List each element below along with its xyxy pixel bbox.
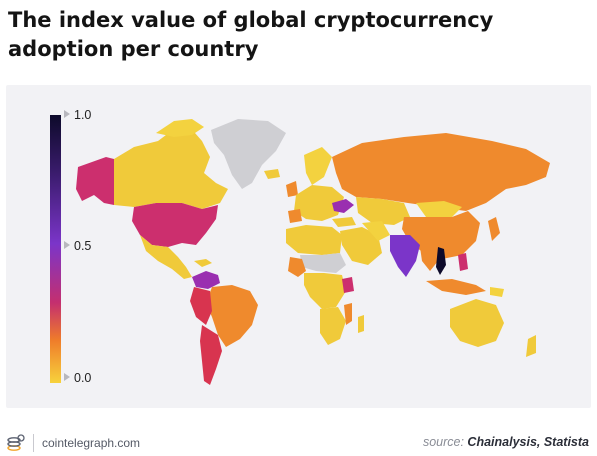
coin-stack-icon (7, 434, 25, 451)
country-thailand (420, 247, 438, 271)
footer-divider (33, 434, 34, 452)
country-japan (488, 217, 500, 241)
country-indonesia (426, 279, 486, 295)
color-legend: 1.0 0.5 0.0 (50, 108, 120, 388)
country-venezuela (192, 271, 220, 289)
country-philippines (458, 253, 468, 271)
country-ukraine (332, 199, 354, 213)
country-uk (286, 181, 298, 197)
country-iberia (288, 209, 302, 223)
country-north-africa (286, 225, 342, 255)
country-kazakhstan (356, 197, 410, 225)
country-mozambique (344, 303, 352, 325)
country-turkey (332, 217, 356, 227)
country-kenya (342, 277, 354, 293)
country-west-africa (288, 257, 306, 277)
chart-title: The index value of global cryptocurrency… (8, 8, 494, 61)
country-central-africa (304, 273, 346, 309)
source-credit: source: Chainalysis, Statista (423, 435, 589, 449)
country-southern-africa (320, 307, 346, 345)
legend-tick-label-min: 0.0 (74, 371, 92, 385)
country-canada (114, 125, 228, 209)
legend-tick-label-mid: 0.5 (74, 239, 92, 253)
source-names: Chainalysis, Statista (467, 435, 589, 449)
footer: cointelegraph.com source: Chainalysis, S… (0, 418, 597, 454)
country-png (490, 287, 504, 297)
legend-gradient-bar (50, 115, 61, 383)
legend-tick-label-max: 1.0 (74, 108, 92, 122)
legend-tick-min: 0.0 (64, 371, 91, 385)
country-middle-east (340, 227, 382, 265)
site-link[interactable]: cointelegraph.com (42, 436, 141, 450)
country-india (390, 235, 420, 277)
country-iran (362, 221, 390, 241)
country-europe (294, 185, 344, 221)
country-mongolia (416, 201, 462, 217)
country-caribbean (194, 259, 212, 267)
tick-marker-icon (64, 241, 70, 249)
country-alaska (76, 157, 114, 205)
country-australia (450, 299, 504, 347)
legend-tick-max: 1.0 (64, 108, 91, 122)
country-iceland (264, 169, 280, 179)
country-africa-nodata (300, 253, 346, 273)
map-panel: 1.0 0.5 0.0 (6, 85, 591, 408)
country-russia (332, 133, 550, 211)
tick-marker-icon (64, 110, 70, 118)
source-prefix: source: (422, 435, 464, 449)
country-vietnam (436, 247, 446, 275)
legend-tick-mid: 0.5 (64, 239, 91, 253)
country-mexico (140, 235, 192, 279)
country-canada-islands (156, 119, 204, 137)
country-scandinavia (304, 147, 332, 185)
country-madagascar (358, 315, 364, 333)
country-argentina (200, 325, 222, 385)
country-new-zealand (526, 335, 536, 357)
country-usa (132, 203, 218, 247)
world-map (76, 119, 550, 385)
tick-marker-icon (64, 373, 70, 381)
country-brazil (206, 285, 258, 347)
country-greenland (211, 119, 286, 189)
country-peru (190, 287, 212, 325)
